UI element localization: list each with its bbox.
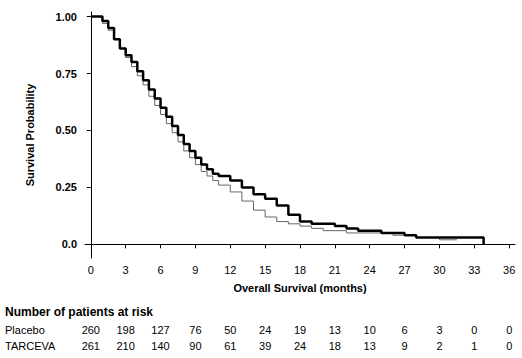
svg-text:50: 50 [224, 324, 236, 336]
svg-text:0: 0 [506, 324, 512, 336]
svg-text:13: 13 [329, 324, 341, 336]
svg-text:33: 33 [468, 264, 480, 276]
svg-text:127: 127 [151, 324, 169, 336]
svg-text:24: 24 [364, 264, 376, 276]
svg-text:21: 21 [329, 264, 341, 276]
svg-text:210: 210 [116, 340, 134, 352]
svg-text:9: 9 [192, 264, 198, 276]
svg-text:19: 19 [294, 324, 306, 336]
svg-text:261: 261 [82, 340, 100, 352]
svg-text:1.00: 1.00 [56, 11, 77, 23]
svg-text:39: 39 [259, 340, 271, 352]
svg-text:76: 76 [189, 324, 201, 336]
svg-text:TARCEVA: TARCEVA [5, 340, 56, 352]
svg-text:1: 1 [471, 340, 477, 352]
svg-text:0: 0 [471, 324, 477, 336]
svg-text:6: 6 [157, 264, 163, 276]
svg-text:3: 3 [123, 264, 129, 276]
svg-text:0.25: 0.25 [56, 181, 77, 193]
svg-text:12: 12 [224, 264, 236, 276]
svg-text:Number of patients at risk: Number of patients at risk [5, 305, 153, 319]
svg-text:6: 6 [402, 324, 408, 336]
svg-text:15: 15 [259, 264, 271, 276]
svg-text:9: 9 [402, 340, 408, 352]
svg-text:13: 13 [364, 340, 376, 352]
svg-text:10: 10 [364, 324, 376, 336]
svg-text:198: 198 [116, 324, 134, 336]
svg-text:0.0: 0.0 [62, 238, 77, 250]
svg-text:Overall Survival (months): Overall Survival (months) [233, 282, 367, 294]
svg-text:2: 2 [436, 340, 442, 352]
svg-text:18: 18 [294, 264, 306, 276]
svg-text:0: 0 [506, 340, 512, 352]
svg-text:0: 0 [88, 264, 94, 276]
svg-text:140: 140 [151, 340, 169, 352]
svg-text:260: 260 [82, 324, 100, 336]
svg-text:27: 27 [398, 264, 410, 276]
svg-text:18: 18 [329, 340, 341, 352]
svg-text:0.50: 0.50 [56, 124, 77, 136]
svg-text:Placebo: Placebo [5, 324, 45, 336]
svg-text:90: 90 [189, 340, 201, 352]
svg-text:Survival Probability: Survival Probability [24, 83, 36, 187]
svg-text:24: 24 [259, 324, 271, 336]
svg-text:36: 36 [503, 264, 515, 276]
svg-text:30: 30 [433, 264, 445, 276]
svg-text:3: 3 [436, 324, 442, 336]
svg-text:61: 61 [224, 340, 236, 352]
svg-text:0.75: 0.75 [56, 68, 77, 80]
svg-text:24: 24 [294, 340, 306, 352]
